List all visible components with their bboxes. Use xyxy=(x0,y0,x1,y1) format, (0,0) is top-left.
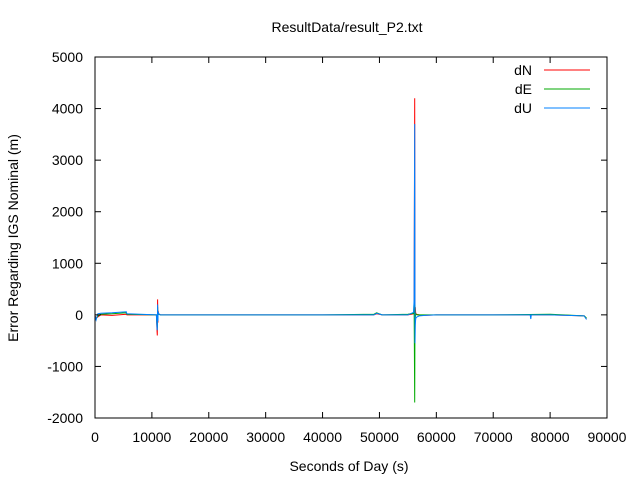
x-axis-ticks: 0 10000 20000 30000 40000 50000 60000 70000 8000… xyxy=(91,57,627,445)
y-axis-label: Error Regarding IGS Nominal (m) xyxy=(5,134,21,342)
x-tick-label: 80000 xyxy=(531,429,570,445)
x-tick-label: 70000 xyxy=(474,429,513,445)
x-tick-label: 30000 xyxy=(246,429,285,445)
y-tick-label: 5000 xyxy=(52,49,83,65)
chart-title: ResultData/result_P2.txt xyxy=(272,19,423,35)
x-tick-label: 0 xyxy=(91,429,99,445)
y-tick-label: 4000 xyxy=(52,101,83,117)
x-tick-label: 10000 xyxy=(132,429,171,445)
plot-series xyxy=(94,98,587,403)
y-tick-label: 1000 xyxy=(52,255,83,271)
y-tick-label: -2000 xyxy=(47,410,83,426)
y-axis-ticks: -2000 -1000 0 1000 2000 3000 4000 5000 xyxy=(47,49,607,426)
y-tick-label: 3000 xyxy=(52,152,83,168)
legend-label-dN: dN xyxy=(514,62,532,78)
x-tick-label: 60000 xyxy=(417,429,456,445)
x-tick-label: 20000 xyxy=(189,429,228,445)
y-tick-label: 2000 xyxy=(52,204,83,220)
series-line-dU xyxy=(94,123,587,344)
x-axis-label: Seconds of Day (s) xyxy=(289,458,408,474)
plot-frame xyxy=(94,56,608,419)
x-tick-label: 50000 xyxy=(360,429,399,445)
legend-label-dE: dE xyxy=(515,81,532,97)
y-tick-label: -1000 xyxy=(47,358,83,374)
legend: dN dE dU xyxy=(514,62,590,116)
y-tick-label: 0 xyxy=(75,307,83,323)
x-tick-label: 90000 xyxy=(588,429,627,445)
legend-label-dU: dU xyxy=(514,100,532,116)
x-tick-label: 40000 xyxy=(303,429,342,445)
